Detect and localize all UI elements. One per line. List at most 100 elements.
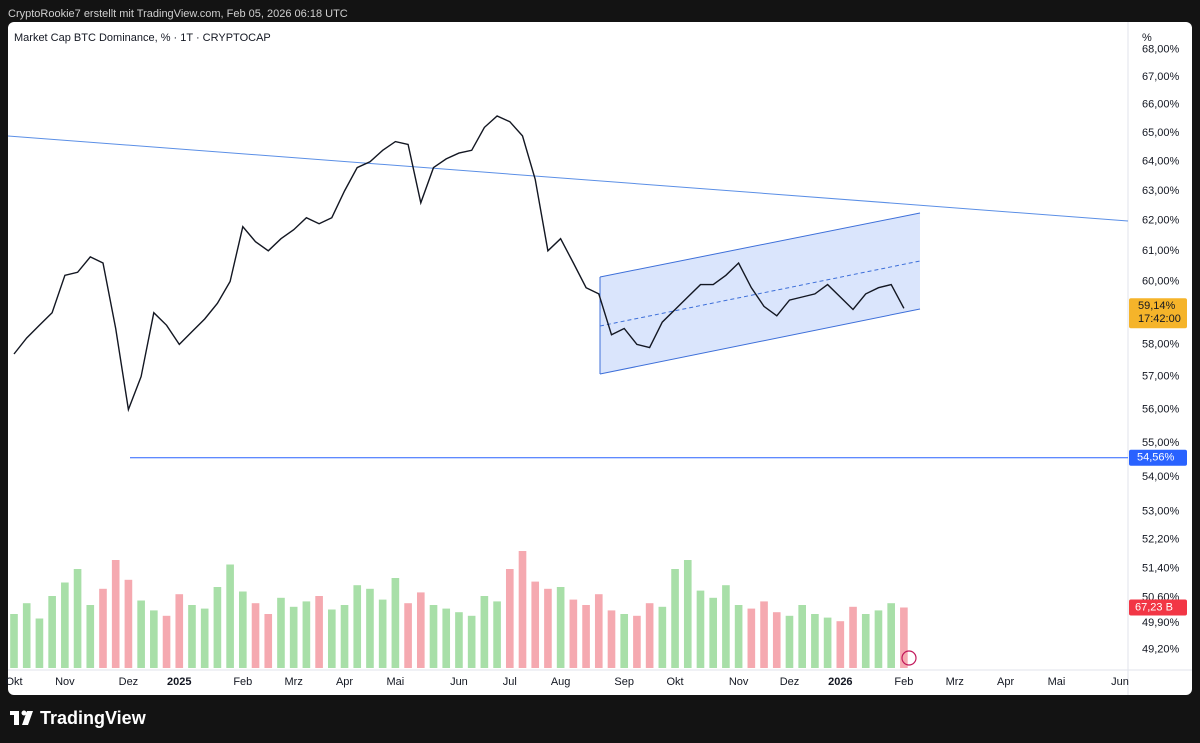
volume-bar bbox=[785, 615, 794, 668]
volume-bar bbox=[99, 588, 107, 668]
x-tick-label: Sep bbox=[614, 676, 634, 688]
channel-top bbox=[599, 212, 921, 278]
trendline bbox=[7, 135, 1129, 222]
y-tick-label: 51,40% bbox=[1142, 562, 1180, 574]
y-tick-label: 49,20% bbox=[1142, 643, 1180, 655]
volume-bar bbox=[709, 597, 718, 668]
y-tick-label: 62,00% bbox=[1142, 215, 1180, 227]
volume-bar bbox=[569, 599, 578, 668]
x-tick-label: Mai bbox=[387, 676, 405, 688]
volume-bar bbox=[531, 581, 540, 668]
volume-bar bbox=[480, 596, 489, 668]
volume-bar bbox=[760, 601, 768, 668]
volume-bar bbox=[467, 615, 476, 668]
volume-bar bbox=[849, 606, 857, 668]
axis-unit: % bbox=[1142, 32, 1152, 44]
y-tick-label: 64,00% bbox=[1142, 156, 1180, 168]
volume-bar bbox=[544, 588, 552, 668]
volume-bar bbox=[22, 603, 31, 668]
volume-bar bbox=[61, 582, 69, 668]
volume-bar bbox=[734, 605, 743, 668]
volume-bar bbox=[696, 590, 705, 668]
y-tick-label: 49,90% bbox=[1142, 617, 1180, 629]
x-tick-label: Apr bbox=[997, 676, 1014, 688]
footer-logo: TradingView bbox=[40, 708, 147, 728]
volume-bar bbox=[35, 618, 44, 668]
volume-bar bbox=[73, 569, 82, 668]
x-tick-label: Aug bbox=[551, 676, 571, 688]
volume-bar bbox=[836, 621, 845, 668]
logo-mark bbox=[22, 711, 33, 725]
volume-layer bbox=[10, 551, 908, 668]
volume-bar bbox=[150, 610, 158, 668]
volume-bar bbox=[111, 560, 120, 668]
axis-layer: 68,00% 67,00% 66,00% 65,00% 64,00% 63,00% 62,0… bbox=[5, 43, 1187, 688]
channel-mid bbox=[599, 260, 921, 327]
y-tick-label: 57,00% bbox=[1142, 371, 1180, 383]
volume-bar bbox=[900, 607, 908, 668]
volume-bar bbox=[378, 599, 387, 668]
volume-bar bbox=[213, 587, 222, 668]
volume-bar bbox=[861, 614, 870, 668]
x-tick-label: Mai bbox=[1048, 676, 1066, 688]
y-tick-label: 63,00% bbox=[1142, 185, 1180, 197]
volume-bar bbox=[239, 591, 247, 668]
volume-bar bbox=[747, 608, 756, 668]
channel-bottom bbox=[599, 308, 921, 375]
volume-bar bbox=[505, 569, 514, 668]
volume-bar bbox=[798, 605, 806, 668]
y-tick-label: 66,00% bbox=[1142, 99, 1180, 111]
x-tick-label: Nov bbox=[55, 676, 75, 688]
x-tick-label: Dez bbox=[119, 676, 139, 688]
volume-bar bbox=[811, 614, 819, 668]
drawings bbox=[7, 135, 1129, 375]
hline-label: 54,56% bbox=[1137, 452, 1175, 464]
volume-bar bbox=[607, 610, 616, 668]
logo-mark bbox=[21, 710, 27, 716]
price-line bbox=[13, 115, 905, 413]
y-tick-label: 55,00% bbox=[1142, 437, 1180, 449]
x-tick-label: Jun bbox=[1111, 676, 1129, 688]
volume-bar bbox=[442, 608, 451, 668]
volume-bar bbox=[175, 594, 184, 668]
x-tick-label: 2026 bbox=[828, 676, 852, 688]
volume-bar bbox=[391, 578, 400, 668]
x-tick-label: Apr bbox=[336, 676, 353, 688]
x-tick-label: Jun bbox=[450, 676, 468, 688]
last-value-tag bbox=[1129, 298, 1187, 329]
volume-tag bbox=[1129, 599, 1187, 616]
x-tick-label: Feb bbox=[894, 676, 913, 688]
y-tick-label: 67,00% bbox=[1142, 71, 1180, 83]
countdown: 17:42:00 bbox=[1138, 313, 1181, 325]
y-tick-label: 68,00% bbox=[1142, 43, 1180, 55]
volume-bar bbox=[315, 596, 323, 668]
volume-bar bbox=[887, 603, 895, 668]
volume-bar bbox=[620, 614, 629, 668]
volume-bar bbox=[493, 601, 501, 668]
y-tick-label: 56,00% bbox=[1142, 403, 1180, 415]
y-tick-label: 65,00% bbox=[1142, 127, 1180, 139]
plot-layer bbox=[13, 115, 1128, 459]
volume-bar bbox=[823, 617, 832, 668]
volume-bar bbox=[264, 614, 273, 668]
volume-bar bbox=[188, 605, 196, 668]
x-tick-label: Okt bbox=[666, 676, 683, 688]
volume-bar bbox=[10, 614, 18, 668]
x-tick-label: Nov bbox=[729, 676, 749, 688]
volume-label: 67,23 B bbox=[1135, 601, 1173, 613]
volume-bar bbox=[226, 564, 234, 668]
volume-bar bbox=[340, 605, 349, 668]
volume-bar bbox=[416, 592, 425, 668]
x-tick-label: 2025 bbox=[167, 676, 191, 688]
logo-mark bbox=[14, 711, 19, 725]
volume-bar bbox=[874, 610, 883, 668]
volume-bar bbox=[251, 603, 260, 668]
volume-bar bbox=[277, 597, 285, 668]
volume-bar bbox=[137, 600, 145, 668]
volume-bar bbox=[722, 585, 730, 668]
volume-bar bbox=[633, 615, 641, 668]
volume-bar bbox=[353, 585, 362, 668]
volume-bar bbox=[772, 612, 781, 668]
header-text: CryptoRookie7 erstellt mit TradingView.c… bbox=[8, 8, 348, 20]
